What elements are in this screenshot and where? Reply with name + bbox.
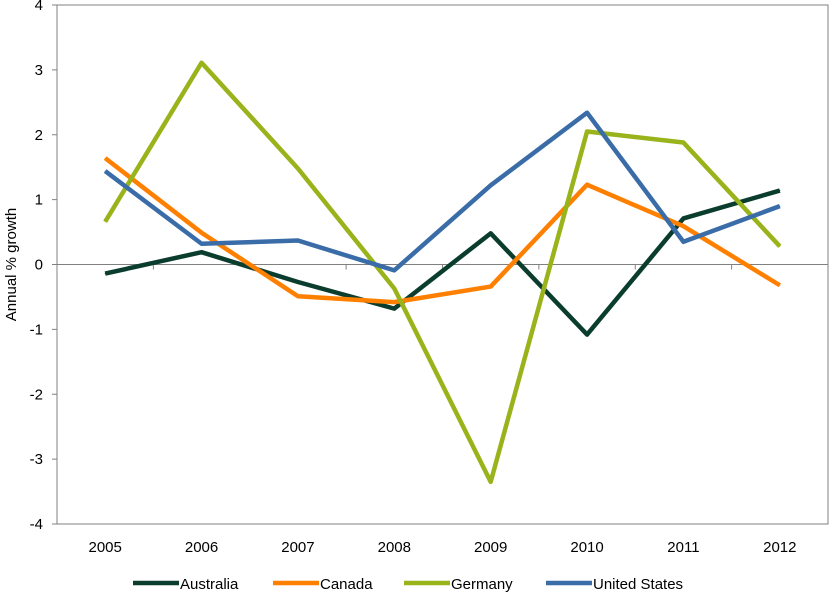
- data-point-canada: [779, 284, 781, 286]
- data-point-germany: [393, 288, 395, 290]
- y-tick-label: -4: [30, 516, 43, 533]
- series-line-australia: [104, 188, 781, 337]
- data-point-australia: [393, 308, 395, 310]
- data-point-canada: [104, 157, 106, 159]
- data-point-united-states: [297, 239, 299, 241]
- data-point-germany: [779, 245, 781, 247]
- x-tick-label: 2008: [378, 539, 411, 556]
- y-axis-ticks: 4 3 2 1 0 -1 -2 -3 -4: [30, 0, 57, 533]
- x-tick-label: 2006: [185, 539, 218, 556]
- data-point-united-states: [682, 241, 684, 243]
- data-point-canada: [393, 301, 395, 303]
- data-point-australia: [779, 190, 781, 192]
- legend-label: Germany: [451, 576, 513, 593]
- data-point-australia: [682, 217, 684, 219]
- data-point-germany: [682, 142, 684, 144]
- data-point-united-states: [393, 269, 395, 271]
- y-axis-title: Annual % growth: [3, 208, 20, 321]
- x-tick-label: 2007: [281, 539, 314, 556]
- legend-label: Australia: [180, 576, 239, 593]
- data-point-canada: [586, 184, 588, 186]
- series-lines: [103, 60, 782, 485]
- data-point-australia: [104, 273, 106, 275]
- data-point-canada: [201, 232, 203, 234]
- data-point-australia: [586, 334, 588, 336]
- data-point-united-states: [490, 184, 492, 186]
- y-tick-label: -3: [30, 451, 43, 468]
- data-point-germany: [490, 481, 492, 483]
- data-point-germany: [104, 221, 106, 223]
- x-tick-label: 2005: [89, 539, 122, 556]
- x-axis-ticks: 2005 2006 2007 2008 2009 2010 2011 2012: [89, 264, 797, 556]
- data-point-australia: [490, 232, 492, 234]
- x-tick-label: 2011: [667, 539, 699, 556]
- data-point-germany: [586, 131, 588, 133]
- y-tick-label: -1: [30, 321, 43, 338]
- series-line-united-states: [103, 110, 781, 273]
- y-tick-label: 2: [35, 127, 43, 144]
- data-point-united-states: [779, 205, 781, 207]
- data-point-germany: [297, 167, 299, 169]
- y-tick-label: 0: [35, 257, 43, 274]
- y-tick-label: 4: [35, 0, 43, 14]
- data-point-united-states: [201, 243, 203, 245]
- series-line-germany: [103, 60, 782, 485]
- data-point-canada: [490, 286, 492, 288]
- legend: Australia Canada Germany United States: [133, 576, 683, 593]
- data-point-united-states: [104, 170, 106, 172]
- x-tick-label: 2010: [570, 539, 603, 556]
- legend-label: Canada: [320, 576, 373, 593]
- data-point-australia: [297, 281, 299, 283]
- y-tick-label: 3: [35, 62, 43, 79]
- y-tick-label: 1: [35, 192, 43, 209]
- x-tick-label: 2009: [474, 539, 507, 556]
- y-tick-label: -2: [30, 386, 43, 403]
- legend-label: United States: [593, 576, 683, 593]
- data-point-australia: [201, 251, 203, 253]
- x-tick-label: 2012: [763, 539, 796, 556]
- data-point-united-states: [586, 112, 588, 114]
- data-point-germany: [201, 62, 203, 64]
- data-point-canada: [297, 295, 299, 297]
- data-point-canada: [682, 225, 684, 227]
